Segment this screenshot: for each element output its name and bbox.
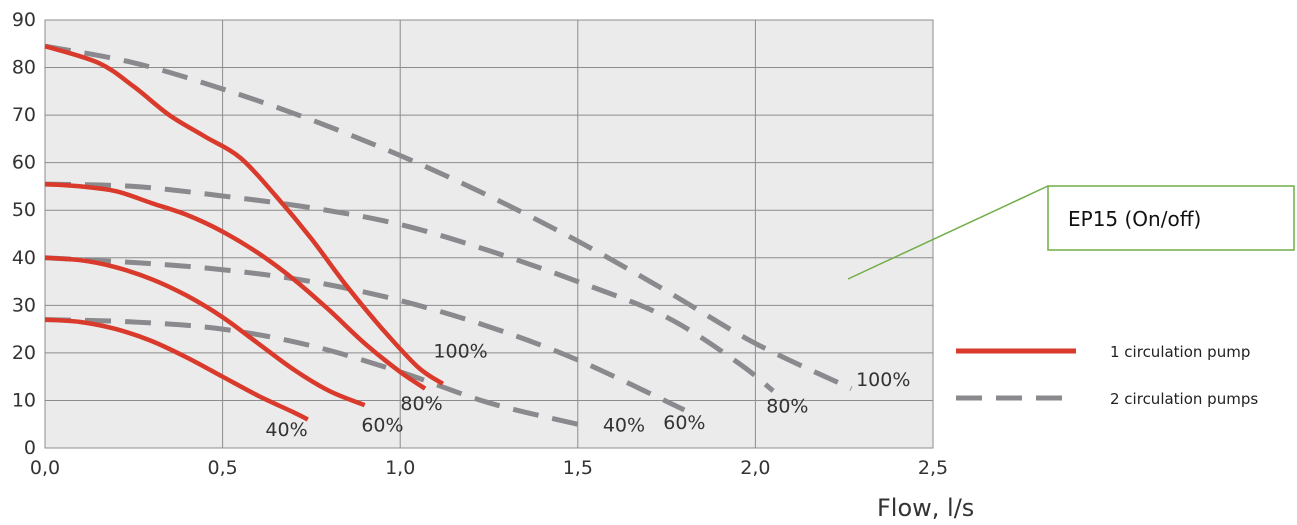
series-2-pumps-60pct (44, 255, 686, 413)
y-tick-label: 20 (12, 342, 36, 364)
y-tick-label: 40 (12, 247, 36, 269)
y-tick-label: 70 (12, 104, 36, 126)
legend-label-1: 1 circulation pump (1110, 343, 1250, 361)
x-tick-label: 0,5 (207, 457, 237, 479)
series-1-pump-100pct (44, 44, 445, 386)
callout-text: EP15 (On/off) (1068, 207, 1201, 231)
curve-label: 60% (361, 414, 403, 436)
plot-frame (44, 19, 934, 449)
callout-leader (847, 185, 1049, 280)
y-tick-label: 60 (12, 152, 36, 174)
legend-label-2: 2 circulation pumps (1110, 390, 1258, 408)
legend: 1 circulation pump 2 circulation pumps (956, 343, 1258, 408)
y-axis-ticks: 0 10 20 30 40 50 60 70 80 90 (12, 9, 36, 459)
series-1-pump-40pct (44, 317, 309, 422)
y-tick-label: 30 (12, 294, 36, 316)
series-lines (44, 43, 853, 427)
series-2-pumps-40pct (44, 317, 579, 427)
curve-label: 40% (603, 414, 645, 436)
series-2-pumps-80pct (44, 181, 775, 393)
y-tick-label: 50 (12, 199, 36, 221)
x-tick-label: 2,0 (740, 457, 770, 479)
curve-label: 100% (433, 341, 487, 363)
series-1-pump-60pct (44, 255, 366, 408)
curve-label: 60% (663, 412, 705, 434)
callout-box (1047, 185, 1295, 251)
y-tick-label: 10 (12, 389, 36, 411)
x-tick-label: 1,5 (563, 457, 593, 479)
curve-labels: 100%80%60%40%100%80%60%40% (265, 341, 910, 441)
y-tick-label: 0 (24, 437, 36, 459)
plot-area (45, 20, 933, 448)
y-tick-label: 80 (12, 57, 36, 79)
series-1-pump-80pct (44, 181, 427, 391)
curve-label: 80% (400, 393, 442, 415)
x-tick-label: 2,5 (918, 457, 948, 479)
curve-label: 80% (766, 395, 808, 417)
x-axis-ticks: 0,0 0,5 1,0 1,5 2,0 2,5 (30, 457, 948, 479)
x-tick-label: 1,0 (385, 457, 415, 479)
x-tick-label: 0,0 (30, 457, 60, 479)
x-axis-label: Flow, l/s (877, 494, 974, 522)
curve-label: 40% (265, 419, 307, 441)
y-tick-label: 90 (12, 9, 36, 31)
curve-label: 100% (856, 369, 910, 391)
series-2-pumps-100pct (44, 43, 853, 391)
